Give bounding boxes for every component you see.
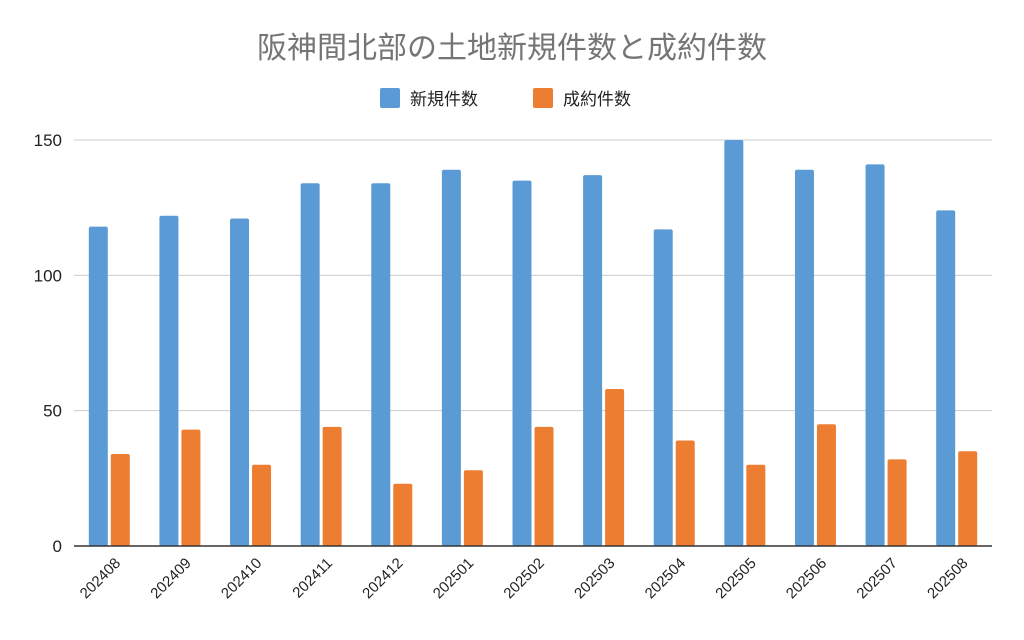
bar-closed	[958, 451, 978, 546]
bar-closed	[816, 424, 836, 546]
bar-new	[159, 215, 179, 546]
bar-closed	[746, 464, 766, 546]
bar-new	[230, 218, 250, 546]
legend: 新規件数 成約件数	[380, 88, 631, 110]
bar-new	[865, 164, 885, 547]
legend-swatch	[380, 88, 400, 108]
bar-closed	[393, 483, 413, 546]
x-tick-label: 202410	[218, 555, 265, 602]
bar-new	[936, 210, 956, 546]
legend-swatch	[533, 88, 553, 108]
y-axis-ticks: 0 50 100 150	[34, 131, 62, 556]
chart-title: 阪神間北部の土地新規件数と成約件数	[257, 31, 767, 66]
legend-label: 成約件数	[563, 90, 631, 110]
bar-closed	[605, 389, 625, 546]
x-tick-label: 202412	[359, 555, 406, 602]
bar-new	[512, 180, 532, 546]
bar-closed	[181, 429, 201, 546]
y-tick-label: 100	[34, 266, 62, 285]
bar-closed	[322, 426, 342, 546]
bar-new	[300, 183, 320, 546]
bar-new	[441, 169, 461, 547]
y-tick-label: 50	[43, 402, 62, 421]
x-tick-label: 202411	[289, 555, 336, 602]
x-tick-label: 202506	[783, 555, 830, 602]
bar-closed	[534, 426, 554, 546]
x-tick-label: 202409	[147, 555, 194, 602]
bars	[88, 140, 978, 547]
bar-closed	[887, 459, 907, 546]
bar-closed	[675, 440, 695, 546]
bar-new	[794, 169, 814, 547]
bar-new	[371, 183, 391, 546]
bar-closed	[252, 464, 272, 546]
x-tick-label: 202508	[924, 555, 971, 602]
bar-new	[724, 140, 744, 546]
legend-label: 新規件数	[410, 90, 478, 110]
bar-new	[583, 175, 603, 547]
grid-lines	[74, 139, 992, 412]
y-tick-label: 150	[34, 131, 62, 150]
bar-new	[88, 226, 108, 546]
y-tick-label: 0	[53, 537, 62, 556]
x-tick-label: 202505	[712, 555, 759, 602]
x-tick-label: 202502	[500, 555, 547, 602]
x-tick-label: 202504	[642, 555, 689, 602]
bar-closed	[463, 470, 483, 546]
x-axis-ticks: 202408 202409 202410 202411 202412 202501 2025…	[77, 555, 972, 602]
bar-new	[653, 229, 673, 546]
x-tick-label: 202408	[77, 555, 124, 602]
x-tick-label: 202501	[430, 555, 477, 602]
bar-closed	[110, 453, 130, 546]
x-tick-label: 202507	[853, 555, 900, 602]
x-tick-label: 202503	[571, 555, 618, 602]
